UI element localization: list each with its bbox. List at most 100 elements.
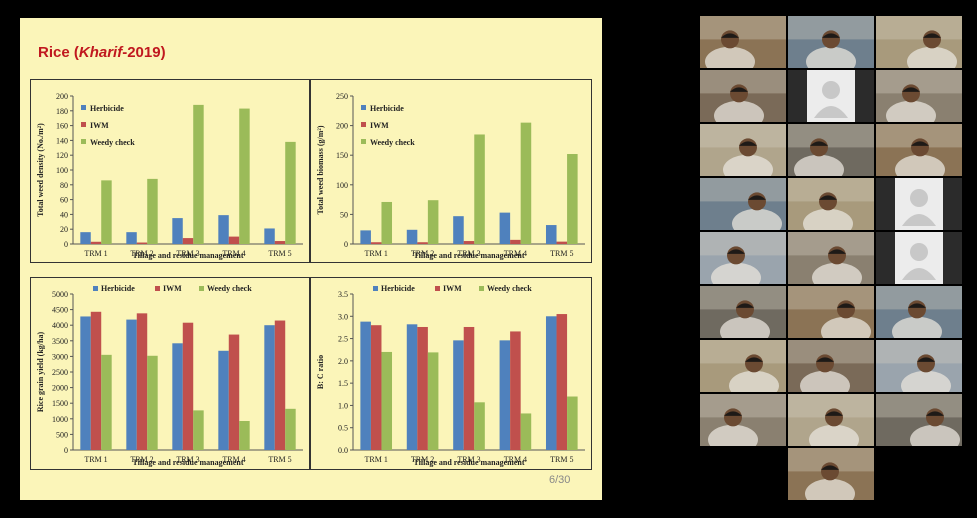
person-hair <box>926 411 944 416</box>
video-wall <box>700 70 786 94</box>
x-tick-label: TRM 3 <box>176 455 199 464</box>
participant-video <box>876 178 962 230</box>
participant-avatar-p12[interactable] <box>876 178 962 230</box>
participant-tile-p20[interactable] <box>788 340 874 392</box>
participant-video <box>700 178 786 230</box>
person-head <box>837 300 855 319</box>
y-tick-label: 0 <box>64 446 68 455</box>
legend-label: Weedy check <box>90 138 135 147</box>
bar-iwm <box>556 241 568 244</box>
participant-tile-p18[interactable] <box>876 286 962 338</box>
person-hair <box>739 141 757 146</box>
person-head <box>739 138 757 157</box>
participant-tile-p17[interactable] <box>788 286 874 338</box>
bar-herbicide <box>80 232 91 244</box>
person-shoulders <box>907 46 957 68</box>
participant-tile-p11[interactable] <box>788 178 874 230</box>
participant-tile-p25[interactable] <box>788 448 874 500</box>
bar-iwm <box>182 322 194 450</box>
x-tick-label: TRM 4 <box>504 249 527 258</box>
bar-iwm <box>136 313 148 450</box>
y-tick-label: 40 <box>60 210 68 219</box>
x-tick-label: TRM 1 <box>84 455 107 464</box>
legend-label: Herbicide <box>90 104 124 113</box>
participant-tile-p2[interactable] <box>788 16 874 68</box>
y-tick-label: 3.5 <box>338 290 348 299</box>
bar-herbicide <box>218 215 229 244</box>
x-tick-label: TRM 2 <box>411 249 434 258</box>
legend-label: IWM <box>163 284 182 293</box>
participant-tile-p24[interactable] <box>876 394 962 446</box>
x-tick-label: TRM 3 <box>176 249 199 258</box>
participant-video <box>700 124 786 176</box>
x-tick-label: TRM 5 <box>550 455 573 464</box>
video-wall <box>876 394 962 418</box>
person-shoulders <box>800 370 850 392</box>
participant-gallery <box>700 16 963 504</box>
y-axis-label: B: C ratio <box>316 355 325 389</box>
person-shoulders <box>806 46 856 68</box>
participant-tile-p9[interactable] <box>876 124 962 176</box>
participant-video <box>788 232 874 284</box>
y-tick-label: 160 <box>56 122 68 131</box>
participant-tile-p22[interactable] <box>700 394 786 446</box>
bar-iwm <box>136 242 148 244</box>
bar-herbicide <box>406 324 418 450</box>
bar-herbicide <box>126 232 137 244</box>
participant-tile-p21[interactable] <box>876 340 962 392</box>
slide-title: Rice (Kharif-2019) <box>38 44 166 61</box>
participant-tile-p6[interactable] <box>876 70 962 122</box>
person-shoulders <box>910 424 960 446</box>
y-tick-label: 1000 <box>52 415 68 424</box>
y-tick-label: 150 <box>336 151 348 160</box>
person-head <box>810 138 828 157</box>
x-axis-label: Tillage and residue management <box>132 251 243 260</box>
person-hair <box>730 87 748 92</box>
person-head <box>825 408 843 427</box>
video-wall <box>788 232 874 256</box>
bar-herbicide <box>453 216 464 244</box>
bar-weedy-check <box>427 200 439 244</box>
x-axis-label: Tillage and residue management <box>413 458 524 467</box>
participant-tile-p23[interactable] <box>788 394 874 446</box>
person-hair <box>736 303 754 308</box>
participant-avatar-p5[interactable] <box>788 70 874 122</box>
participant-video <box>700 286 786 338</box>
bar-weedy-check <box>285 141 296 244</box>
participant-tile-p10[interactable] <box>700 178 786 230</box>
y-tick-label: 60 <box>60 196 68 205</box>
participant-tile-p8[interactable] <box>788 124 874 176</box>
person-hair <box>837 303 855 308</box>
video-wall <box>876 124 962 148</box>
participant-avatar-p15[interactable] <box>876 232 962 284</box>
person-head <box>821 462 839 481</box>
person-shoulders <box>809 424 859 446</box>
x-tick-label: TRM 5 <box>550 249 573 258</box>
participant-tile-p1[interactable] <box>700 16 786 68</box>
bar-weedy-check <box>567 396 578 450</box>
participant-tile-p4[interactable] <box>700 70 786 122</box>
video-wall <box>700 232 786 256</box>
x-tick-label: TRM 2 <box>130 249 153 258</box>
bar-iwm <box>510 239 521 244</box>
x-tick-label: TRM 3 <box>457 249 480 258</box>
participant-tile-p14[interactable] <box>788 232 874 284</box>
x-tick-label: TRM 4 <box>222 249 245 258</box>
x-tick-label: TRM 2 <box>411 455 434 464</box>
x-tick-label: TRM 5 <box>268 455 291 464</box>
participant-video <box>876 340 962 392</box>
participant-tile-p3[interactable] <box>876 16 962 68</box>
page-number: 6/30 <box>549 474 571 486</box>
bar-herbicide <box>545 316 557 450</box>
participant-tile-p16[interactable] <box>700 286 786 338</box>
legend-swatch <box>81 139 86 144</box>
chart-weed-biomass: 0 50 100 150 200 250 Total weed biomass (g/m²)… <box>310 79 592 263</box>
y-tick-label: 2500 <box>52 368 68 377</box>
participant-tile-p7[interactable] <box>700 124 786 176</box>
bar-weedy-check <box>285 408 296 450</box>
person-shoulders <box>723 154 773 176</box>
video-wall <box>788 394 874 418</box>
participant-tile-p19[interactable] <box>700 340 786 392</box>
participant-video <box>876 286 962 338</box>
participant-tile-p13[interactable] <box>700 232 786 284</box>
